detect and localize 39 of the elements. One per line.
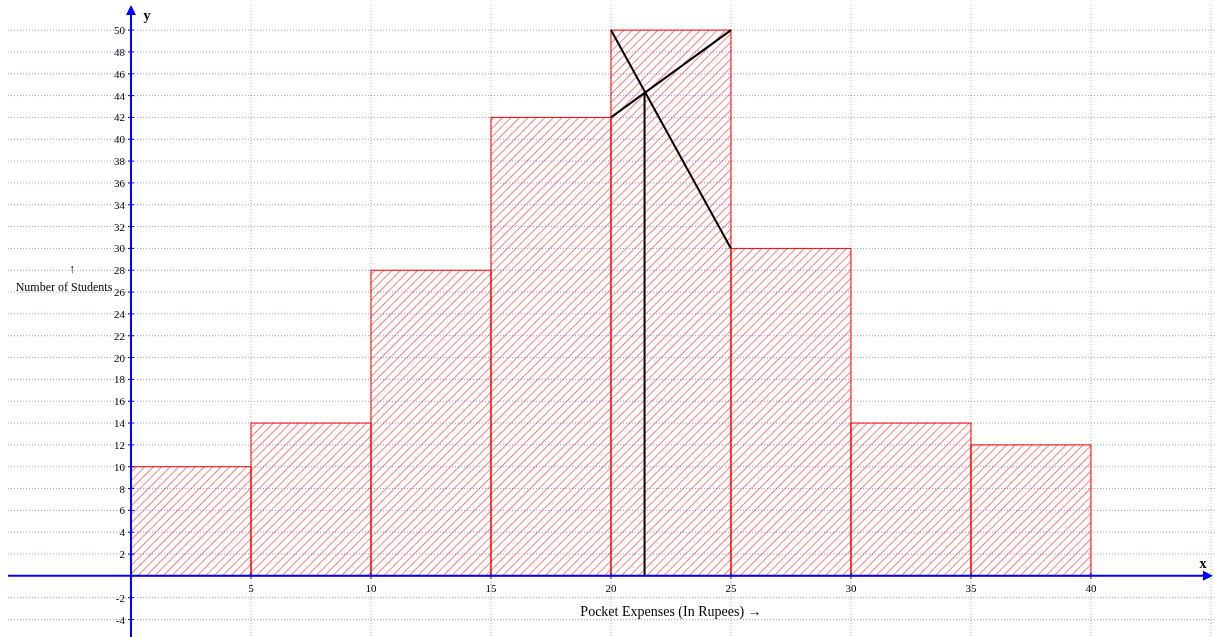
y-tick-label: 30 [113, 242, 126, 255]
y-tick-label: 42 [113, 111, 125, 124]
y-tick-label: 44 [113, 89, 126, 102]
y-tick-label: 8 [119, 482, 126, 495]
y-tick-label: 12 [113, 438, 125, 451]
y-tick-label: 26 [113, 286, 126, 299]
y-tick-label: -4 [115, 613, 126, 626]
y-tick-label: -2 [115, 591, 125, 604]
y-tick-label: 6 [119, 504, 126, 517]
y-tick-label: 36 [113, 176, 126, 189]
y-axis-title: ↑ Number of Students [15, 261, 113, 294]
y-tick-label: 46 [113, 67, 126, 80]
y-tick-label: 22 [113, 329, 125, 342]
y-tick-label: 10 [113, 460, 126, 473]
y-tick-label: 32 [113, 220, 125, 233]
y-tick-label: 28 [113, 264, 126, 277]
y-tick-label: 14 [113, 417, 126, 430]
y-tick-label: 20 [113, 351, 126, 364]
y-tick-label: 2 [119, 548, 125, 561]
y-tick-label: 50 [113, 24, 126, 37]
y-tick-label: 38 [113, 155, 126, 168]
y-tick-label: 16 [113, 395, 126, 408]
x-tick-label: 15 [485, 581, 497, 594]
x-axis-title: Pocket Expenses (In Rupees) → [580, 603, 762, 620]
x-tick-label: 35 [965, 581, 977, 594]
y-tick-label: 34 [113, 198, 126, 211]
x-tick-label: 40 [1085, 581, 1097, 594]
annotation: x [1199, 555, 1207, 571]
x-tick-label: 10 [365, 581, 377, 594]
y-tick-label: 24 [113, 307, 126, 320]
x-tick-label: 25 [725, 581, 737, 594]
x-tick-label: 30 [845, 581, 857, 594]
y-tick-label: 4 [119, 526, 126, 539]
y-tick-label: 18 [113, 373, 126, 386]
x-tick-label: 20 [605, 581, 617, 594]
y-tick-label: 40 [113, 133, 126, 146]
x-tick-label: 5 [248, 581, 255, 594]
annotation: y [143, 8, 151, 23]
y-tick-label: 48 [113, 45, 126, 58]
